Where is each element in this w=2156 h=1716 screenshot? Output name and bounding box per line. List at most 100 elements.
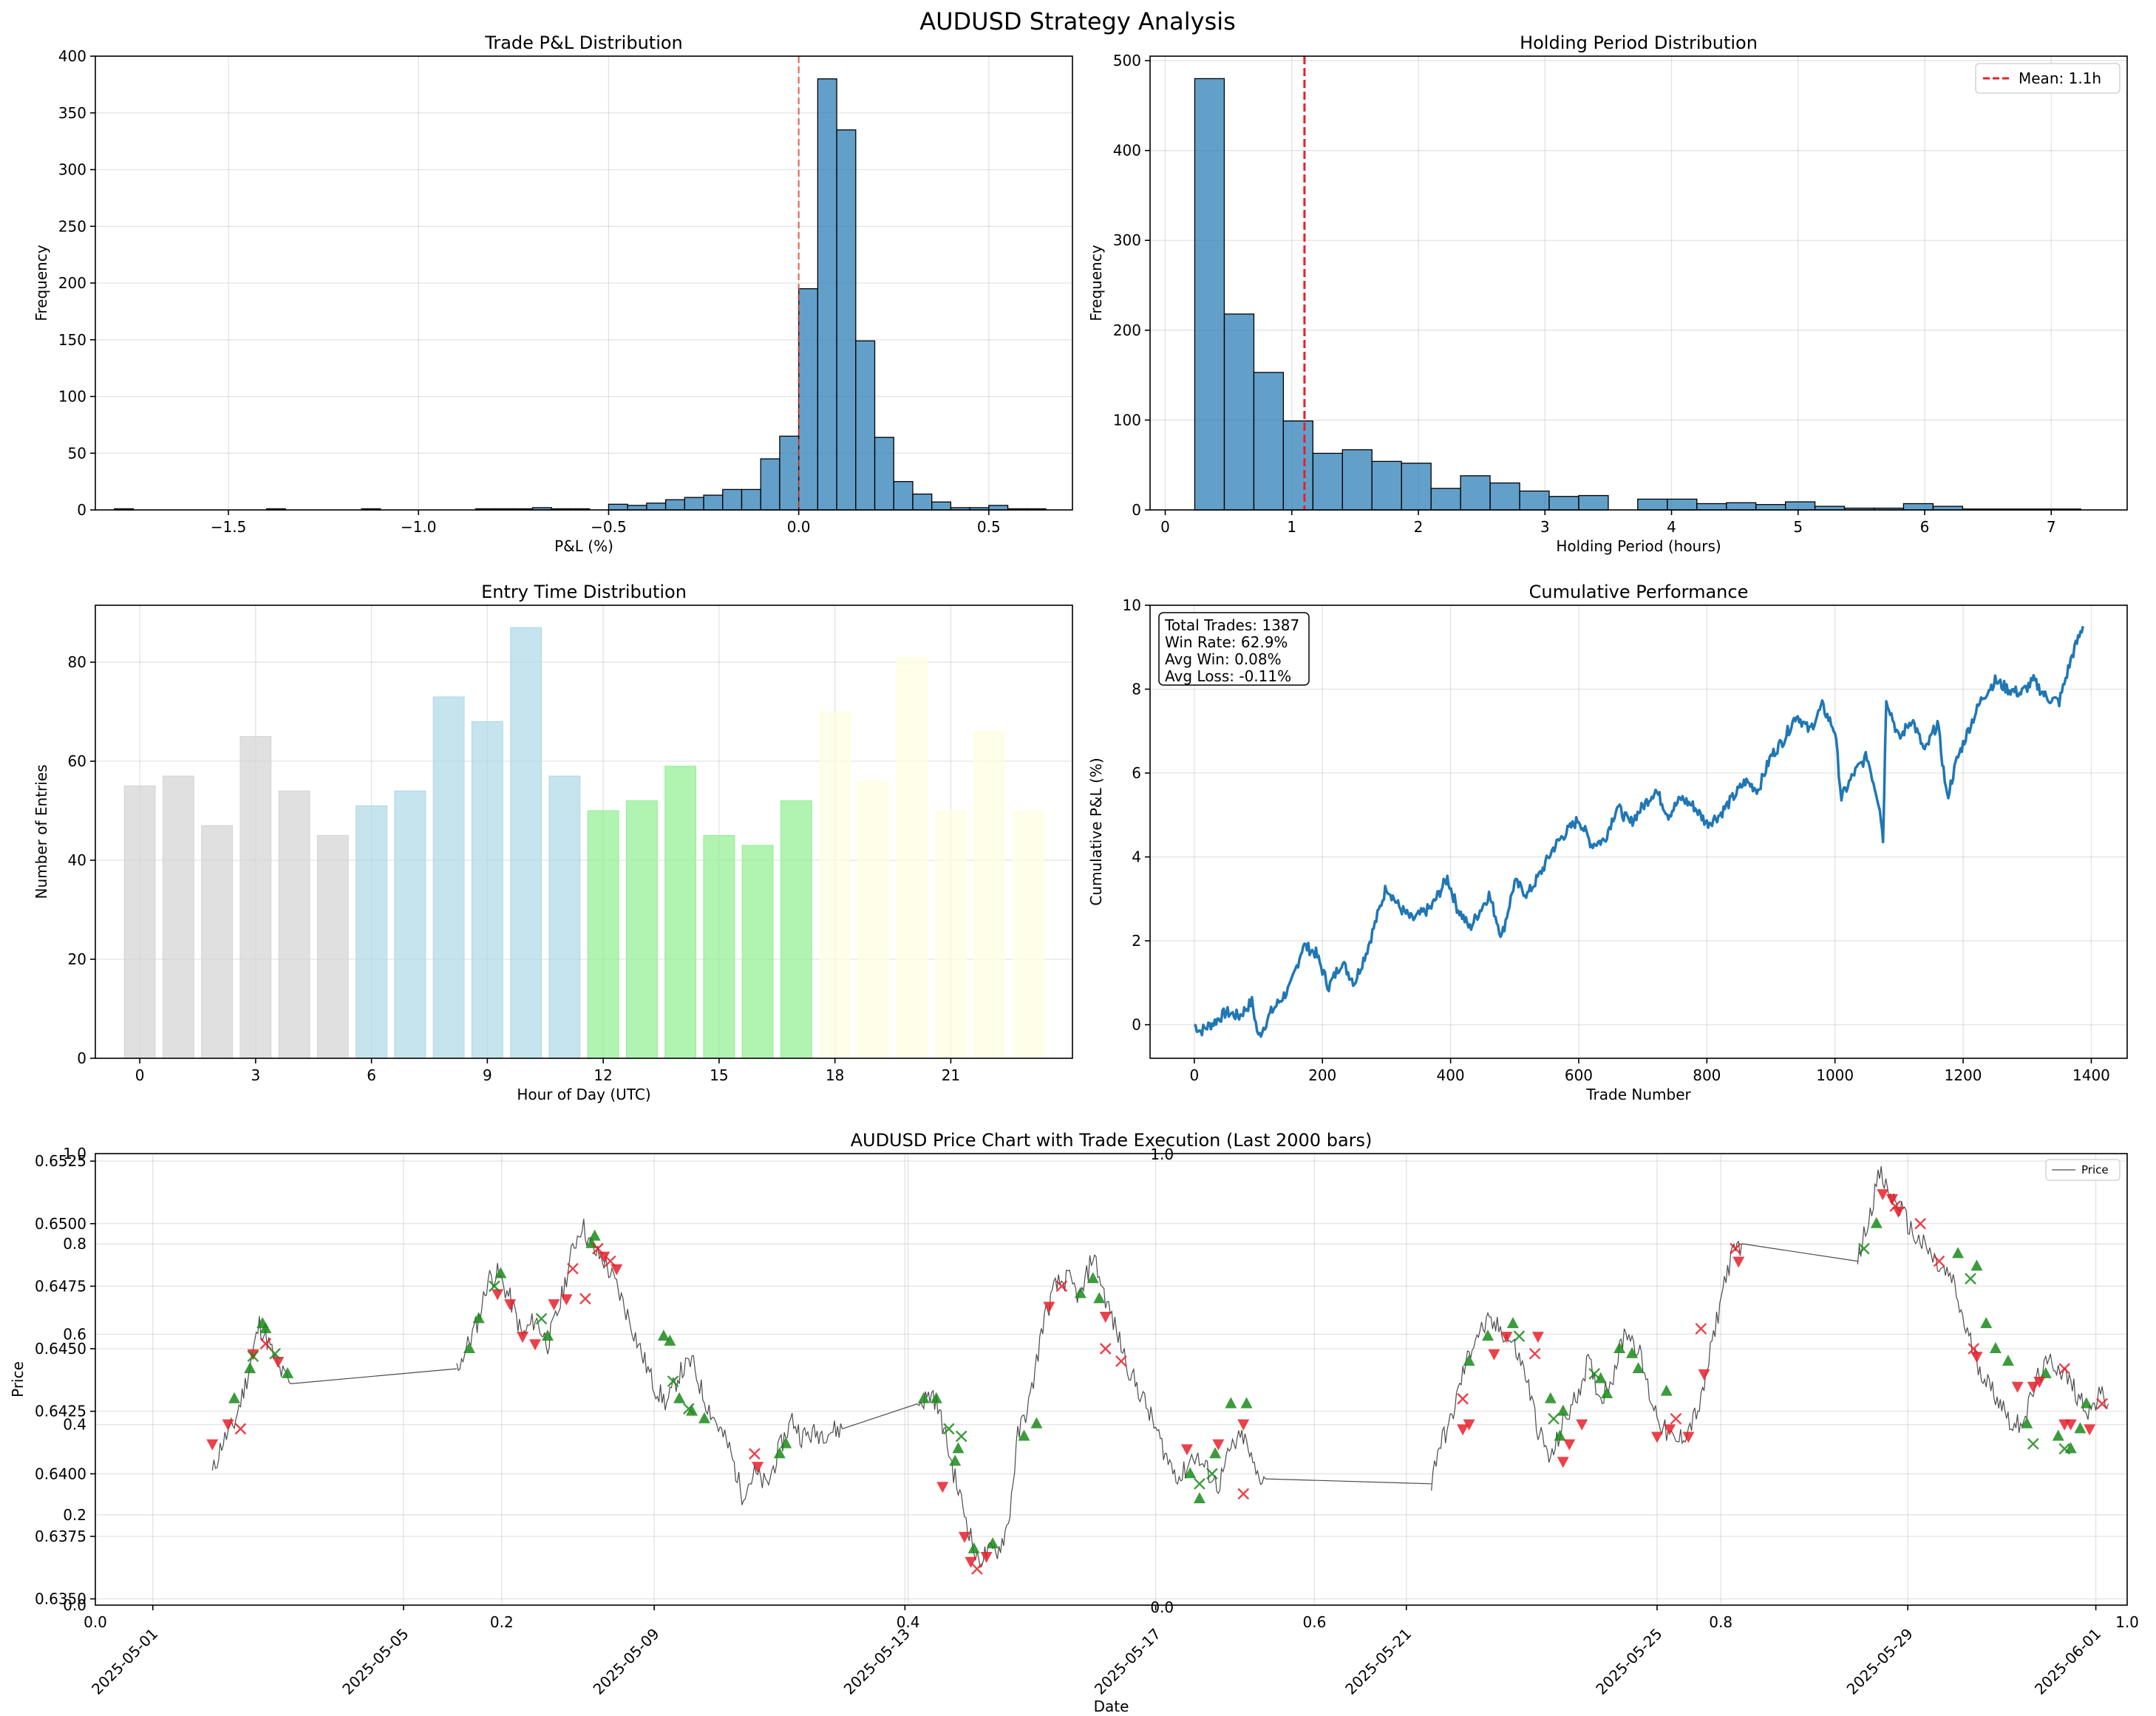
buy-entry-marker (949, 1454, 962, 1466)
cum-ytick-label: 0 (1132, 1016, 1141, 1034)
price-ylabel: Price (9, 1361, 27, 1397)
price-phantom-ytick-label: 0.6 (63, 1325, 86, 1343)
price-ytick-label: 0.6475 (35, 1277, 86, 1295)
figure-title: AUDUSD Strategy Analysis (919, 7, 1236, 35)
pnl-bar (741, 488, 761, 511)
price-date-label: 2025-05-09 (590, 1625, 663, 1698)
holding-bar (1784, 501, 1816, 511)
cum-stat-line: Avg Win: 0.08% (1165, 650, 1282, 668)
holding-bar (1282, 420, 1313, 511)
sell-entry-marker (1892, 1206, 1905, 1218)
buy-entry-marker (1613, 1342, 1626, 1354)
cum-stat-line: Avg Loss: -0.11% (1165, 667, 1291, 685)
buy-entry-marker (698, 1412, 710, 1423)
holding-ylabel: Frequency (1087, 245, 1105, 321)
buy-entry-marker (2080, 1397, 2092, 1409)
sell-entry-marker (1650, 1431, 1663, 1443)
sell-exit-marker (234, 1423, 247, 1435)
cum-pnl-line (1194, 626, 2084, 1038)
buy-entry-marker (1482, 1329, 1494, 1341)
pnl-ytick-label: 50 (68, 444, 86, 462)
buy-entry-marker (968, 1542, 980, 1553)
buy-exit-marker (682, 1403, 695, 1415)
pnl-bar (608, 503, 628, 511)
price-ytick-label: 0.6525 (35, 1152, 86, 1170)
sell-exit-marker (259, 1338, 272, 1350)
holding-ytick-label: 400 (1113, 142, 1141, 160)
cum-frame (1149, 605, 2128, 1059)
entry-xtick-label: 18 (826, 1066, 844, 1084)
buy-entry-marker (494, 1267, 507, 1279)
sell-exit-marker (604, 1255, 616, 1267)
sell-exit-marker (1889, 1200, 1902, 1212)
sell-entry-marker (936, 1482, 949, 1494)
holding-xtick-label: 1 (1287, 518, 1296, 536)
pnl-ytick-label: 250 (58, 217, 86, 235)
buy-entry-marker (2052, 1429, 2064, 1441)
sell-entry-marker (1531, 1332, 1544, 1344)
entry-bar (201, 825, 233, 1059)
price-chart-panel: 0.0 0.2 0.4 0.6 0.8 1.0 0.0 0.2 0.4 0.6 0.8 1.0 0.0 1… (9, 1130, 2139, 1715)
sell-exit-marker (1695, 1323, 1707, 1335)
sell-entry-marker (598, 1251, 611, 1263)
holding-bar (1578, 494, 1609, 511)
pnl-ytick-label: 100 (58, 388, 86, 406)
price-line (842, 1403, 918, 1429)
holding-xtick-label: 6 (1920, 518, 1930, 536)
cum-ytick-label: 4 (1132, 848, 1141, 866)
buy-entry-marker (1209, 1447, 1222, 1459)
pnl-bar (664, 499, 685, 511)
cum-stat-line: Total Trades: 1387 (1164, 616, 1299, 634)
holding-bar (1194, 78, 1225, 511)
entry-xtick-label: 9 (483, 1066, 492, 1084)
holding-title: Holding Period Distribution (1520, 33, 1758, 53)
buy-entry-marker (282, 1366, 294, 1378)
sell-entry-marker (1099, 1312, 1112, 1324)
sell-entry-marker (206, 1439, 219, 1451)
pnl-xtick-label: −1.0 (401, 518, 437, 536)
buy-entry-marker (2064, 1442, 2077, 1454)
price-date-label: 2025-05-21 (1341, 1625, 1415, 1698)
buy-entry-marker (463, 1342, 475, 1354)
cum-title: Cumulative Performance (1529, 582, 1749, 602)
price-date-label: 2025-05-13 (840, 1625, 914, 1698)
pnl-bar (893, 480, 914, 511)
sell-entry-marker (1970, 1352, 1983, 1363)
buy-entry-marker (588, 1229, 601, 1241)
price-title: AUDUSD Price Chart with Trade Execution … (851, 1130, 1373, 1151)
sell-entry-marker (1885, 1194, 1898, 1205)
price-line (290, 1368, 458, 1384)
sell-exit-marker (1968, 1343, 1980, 1355)
buy-entry-marker (1952, 1247, 1965, 1259)
cum-xtick-label: 0 (1189, 1066, 1199, 1084)
entry-bar (896, 656, 928, 1059)
holding-ytick-label: 500 (1113, 52, 1141, 69)
entry-bar (239, 736, 272, 1059)
buy-exit-marker (247, 1350, 259, 1363)
entry-ytick-label: 40 (68, 851, 86, 869)
sell-entry-marker (1043, 1301, 1055, 1313)
buy-entry-marker (1086, 1272, 1099, 1284)
pnl-xtick-label: 0.5 (977, 518, 1001, 536)
sell-entry-marker (752, 1462, 764, 1474)
price-legend-label: Price (2081, 1163, 2109, 1177)
sell-entry-marker (2033, 1377, 2046, 1389)
sell-exit-marker (1933, 1255, 1945, 1267)
price-ytick-label: 0.6500 (35, 1215, 86, 1233)
price-phantom-xtick-label: 0.8 (1709, 1613, 1732, 1631)
buy-entry-marker (2074, 1422, 2087, 1434)
holding-bar (1253, 372, 1285, 511)
holding-xtick-label: 2 (1414, 518, 1424, 536)
pnl-bar (912, 493, 933, 511)
sell-exit-marker (1237, 1488, 1250, 1500)
buy-entry-marker (228, 1392, 240, 1403)
price-ytick-label: 0.6400 (35, 1465, 86, 1482)
cum-xtick-label: 1000 (1816, 1066, 1854, 1084)
sell-entry-marker (1488, 1349, 1500, 1361)
buy-exit-marker (535, 1312, 548, 1325)
cum-ytick-label: 8 (1132, 681, 1141, 698)
price-phantom-xtick-label: 0.4 (897, 1613, 920, 1631)
buy-exit-marker (1206, 1468, 1218, 1480)
buy-entry-marker (1463, 1354, 1475, 1366)
entry-bar (278, 790, 310, 1059)
